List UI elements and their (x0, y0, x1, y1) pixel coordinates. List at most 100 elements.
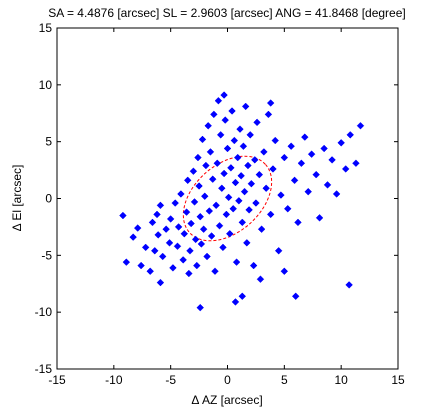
data-point (290, 176, 299, 185)
data-point (243, 239, 251, 247)
data-point (280, 267, 289, 276)
data-point (196, 303, 204, 312)
data-point (177, 190, 185, 198)
data-point (122, 258, 131, 266)
data-point (165, 239, 174, 247)
data-point (218, 184, 226, 193)
plot-area (119, 91, 365, 312)
data-point (179, 256, 187, 264)
data-point (229, 204, 237, 213)
axes: -15 -10 -5 0 5 10 15 -15 -10 -5 0 5 10 15 (35, 21, 405, 387)
data-point (246, 131, 254, 139)
data-point (224, 193, 233, 202)
data-point (193, 261, 201, 270)
data-point (199, 225, 208, 233)
data-point (203, 252, 211, 261)
data-point (240, 187, 249, 196)
data-point (189, 167, 198, 175)
data-point (197, 240, 206, 248)
data-point (190, 198, 199, 206)
x-tick-label: 10 (334, 373, 348, 387)
data-point (312, 170, 320, 179)
data-point (346, 131, 355, 139)
x-axis-label: Δ AZ [arcsec] (191, 393, 262, 407)
data-point (169, 264, 177, 272)
data-point (236, 125, 244, 133)
y-axis-label: Δ El [arcsec] (10, 165, 24, 232)
data-point (232, 258, 241, 266)
data-point (158, 252, 167, 261)
x-tick-label: 0 (224, 373, 231, 387)
data-point (255, 170, 264, 179)
data-point (141, 243, 150, 252)
data-point (207, 232, 216, 240)
chart-title: SA = 4.4876 [arcsec] SL = 2.9603 [arcsec… (48, 6, 405, 20)
x-tick-label: -5 (165, 373, 176, 387)
data-point (204, 121, 212, 130)
data-point (215, 222, 224, 230)
data-point (202, 161, 210, 170)
data-point (332, 190, 341, 198)
y-tick-label: -5 (41, 248, 52, 262)
data-point (341, 165, 350, 173)
data-point (205, 207, 214, 215)
data-point (249, 261, 258, 270)
data-point (228, 107, 236, 115)
y-tick-label: 0 (45, 192, 52, 206)
data-point (153, 210, 161, 219)
x-tick-label: -10 (105, 373, 123, 387)
data-point (237, 172, 245, 180)
data-point (252, 199, 260, 207)
data-point (206, 148, 215, 156)
data-point (137, 261, 145, 270)
data-point (222, 210, 231, 219)
data-point (146, 267, 154, 276)
data-point (277, 191, 285, 199)
y-tick-label: 15 (39, 21, 53, 35)
data-point (241, 102, 250, 111)
data-point (196, 212, 204, 221)
data-point (198, 135, 207, 144)
data-point (213, 159, 222, 168)
data-point (162, 225, 170, 233)
data-point (211, 267, 219, 276)
data-point (233, 153, 242, 162)
data-point (183, 176, 192, 185)
data-point (154, 231, 162, 239)
data-point (251, 156, 259, 164)
y-tick-label: 5 (45, 135, 52, 149)
data-point (156, 201, 165, 210)
data-point (220, 169, 228, 178)
data-point (191, 235, 200, 244)
data-point (283, 204, 292, 213)
data-point (187, 219, 195, 228)
data-point (257, 225, 266, 233)
data-point (328, 156, 336, 164)
data-point (171, 199, 179, 207)
data-point (264, 110, 273, 119)
data-point (269, 165, 277, 173)
data-point (223, 144, 232, 153)
data-point (148, 218, 157, 227)
data-point (214, 96, 223, 105)
data-point (294, 218, 302, 227)
y-tick-label: -10 (35, 305, 53, 319)
data-point (180, 229, 189, 238)
data-point (352, 159, 360, 168)
x-tick-label: 5 (281, 373, 288, 387)
data-point (271, 136, 279, 145)
data-point (307, 150, 316, 158)
data-point (182, 208, 191, 216)
data-point (266, 99, 275, 107)
data-point (244, 161, 252, 170)
data-point (220, 91, 228, 99)
data-point (226, 229, 234, 238)
data-point (231, 298, 240, 306)
data-point (174, 223, 183, 231)
data-point (185, 269, 193, 278)
y-tick-label: -15 (35, 362, 53, 376)
data-point (156, 278, 165, 287)
data-point (219, 243, 227, 252)
data-point (301, 133, 309, 141)
